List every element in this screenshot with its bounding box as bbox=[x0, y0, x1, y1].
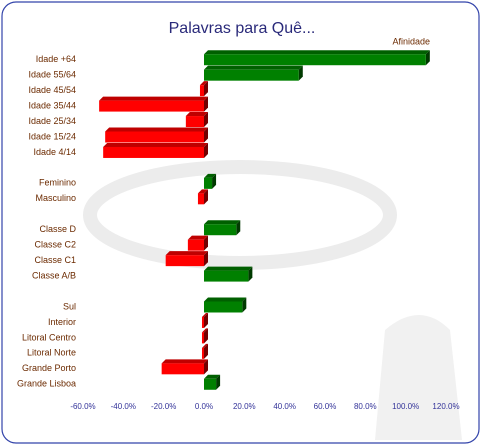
bar-top bbox=[204, 220, 241, 225]
bar-top bbox=[187, 235, 208, 240]
x-tick-label: 60.0% bbox=[314, 402, 337, 411]
bar-side bbox=[216, 374, 221, 390]
bar bbox=[103, 146, 204, 158]
bar-top bbox=[204, 65, 303, 70]
bar-side bbox=[204, 81, 208, 97]
bar-top bbox=[161, 359, 208, 364]
bar bbox=[204, 54, 426, 66]
bar-side bbox=[204, 112, 208, 128]
bar-side bbox=[204, 96, 208, 112]
bar-top bbox=[204, 50, 430, 55]
y-tick-label: Masculino bbox=[35, 193, 76, 203]
bar-side bbox=[212, 173, 217, 189]
bar-top bbox=[103, 142, 208, 147]
bar bbox=[204, 270, 249, 282]
bar bbox=[201, 332, 204, 344]
y-tick-label: Classe C1 bbox=[34, 255, 76, 265]
bar bbox=[197, 193, 204, 205]
y-tick-label: Classe A/B bbox=[32, 270, 76, 280]
bar bbox=[105, 131, 204, 143]
y-tick-label: Sul bbox=[63, 301, 76, 311]
x-tick-label: -40.0% bbox=[111, 402, 136, 411]
y-tick-label: Idade +64 bbox=[36, 54, 76, 64]
bar-top bbox=[204, 173, 217, 178]
bar-side bbox=[204, 359, 208, 375]
bar-side bbox=[298, 65, 303, 81]
bar-side bbox=[204, 127, 208, 143]
bar-top bbox=[99, 96, 208, 101]
bar-side bbox=[204, 343, 208, 359]
bar-side bbox=[204, 142, 208, 158]
bar-top bbox=[204, 374, 221, 379]
bar bbox=[165, 255, 204, 267]
x-tick-label: -20.0% bbox=[151, 402, 176, 411]
legend-label: Afinidade bbox=[392, 36, 430, 46]
bar bbox=[201, 316, 204, 328]
bar bbox=[204, 177, 213, 189]
y-tick-label: Grande Porto bbox=[22, 363, 76, 373]
bar-side bbox=[204, 235, 208, 251]
bar-side bbox=[248, 266, 253, 282]
bar-top bbox=[199, 81, 208, 86]
bar-side bbox=[242, 297, 247, 313]
y-tick-label: Idade 4/14 bbox=[33, 147, 76, 157]
y-tick-label: Grande Lisboa bbox=[17, 379, 76, 389]
bar bbox=[199, 85, 204, 97]
bar-side bbox=[204, 328, 208, 344]
y-tick-label: Litoral Norte bbox=[27, 348, 76, 358]
bar-top bbox=[105, 127, 208, 132]
bar bbox=[204, 224, 237, 236]
bar-top bbox=[204, 266, 253, 271]
y-tick-label: Idade 55/64 bbox=[28, 70, 76, 80]
x-tick-label: -60.0% bbox=[70, 402, 95, 411]
y-tick-label: Idade 35/44 bbox=[28, 100, 76, 110]
y-tick-label: Classe D bbox=[39, 224, 76, 234]
x-tick-label: 120.0% bbox=[432, 402, 459, 411]
y-tick-label: Classe C2 bbox=[34, 240, 76, 250]
bar-side bbox=[425, 50, 430, 66]
bar-side bbox=[204, 251, 208, 267]
chart-title: Palavras para Quê... bbox=[169, 20, 316, 37]
x-tick-label: 100.0% bbox=[392, 402, 419, 411]
bar bbox=[201, 347, 204, 359]
x-tick-label: 80.0% bbox=[354, 402, 377, 411]
y-tick-label: Interior bbox=[48, 317, 76, 327]
bar-top bbox=[165, 251, 208, 256]
background-logo bbox=[83, 160, 397, 270]
bar-top bbox=[204, 297, 247, 302]
y-tick-label: Feminino bbox=[39, 178, 76, 188]
bar-top bbox=[185, 112, 208, 117]
bar bbox=[204, 378, 217, 390]
bar bbox=[185, 116, 204, 128]
x-tick-label: 0.0% bbox=[195, 402, 213, 411]
y-tick-label: Idade 25/34 bbox=[28, 116, 76, 126]
y-tick-label: Idade 15/24 bbox=[28, 131, 76, 141]
x-tick-label: 40.0% bbox=[273, 402, 296, 411]
bar bbox=[161, 363, 204, 375]
bar-side bbox=[204, 189, 208, 205]
bar bbox=[204, 301, 243, 313]
x-tick-label: 20.0% bbox=[233, 402, 256, 411]
y-tick-label: Idade 45/54 bbox=[28, 85, 76, 95]
background-figure bbox=[375, 315, 462, 440]
bar bbox=[99, 100, 204, 112]
bar-side bbox=[236, 220, 241, 236]
bar-side bbox=[204, 312, 208, 328]
bar-top bbox=[197, 189, 208, 194]
bar-top bbox=[201, 343, 208, 348]
bar-top bbox=[201, 312, 208, 317]
y-tick-label: Litoral Centro bbox=[22, 332, 76, 342]
bar bbox=[204, 69, 299, 81]
bar bbox=[187, 239, 204, 251]
bar-top bbox=[201, 328, 208, 333]
